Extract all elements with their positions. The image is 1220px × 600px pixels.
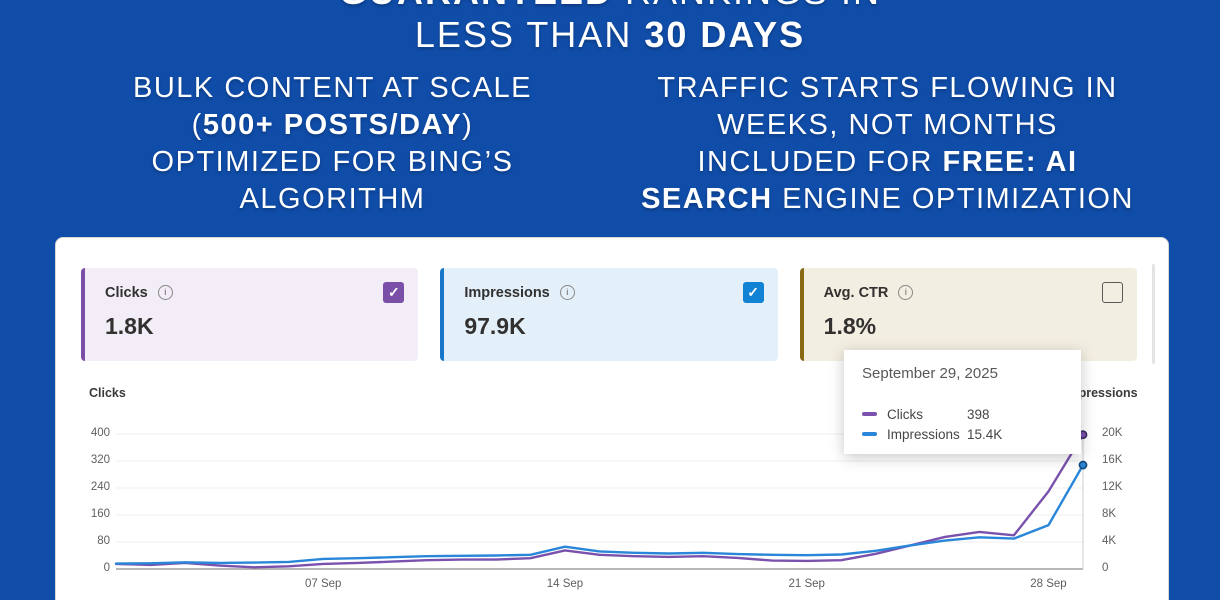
axis-tick-label: 14 Sep [546, 578, 584, 590]
metric-value: 1.8% [823, 313, 877, 339]
axis-tick-label: 16K [1102, 454, 1123, 466]
avg-ctr-checkbox[interactable] [1101, 282, 1123, 303]
scrollbar[interactable] [1152, 264, 1155, 364]
feature-line: WEEKS, NOT MONTHS [717, 109, 1058, 141]
hero-line-1: GUARANTEED RANKINGS IN [0, 0, 1220, 13]
tooltip-series-label: Impressions [887, 426, 960, 442]
metric-card-row: Clicks i ✓ 1.8K Impressions i ✓ 97.9K Avg.… [81, 268, 1137, 361]
metric-card-clicks[interactable]: Clicks i ✓ 1.8K [81, 268, 419, 361]
axis-tick-label: 8K [1102, 508, 1117, 520]
feature-line: SEARCH ENGINE OPTIMIZATION [641, 183, 1134, 215]
right-axis-title: Impressions [1064, 386, 1138, 400]
axis-tick-label: 160 [90, 508, 110, 520]
metric-label: Clicks [105, 284, 148, 301]
axis-tick-label: 0 [1102, 562, 1109, 574]
chart-plot[interactable]: 0 0 80 4K 160 8K 240 12K 320 16K 400 20K 07 Sep 14 Se… [56, 238, 1168, 600]
tooltip-date: September 29, 2025 [862, 365, 998, 382]
metric-label: Impressions [464, 284, 550, 301]
axis-tick-label: 12K [1102, 481, 1123, 493]
analytics-dashboard: Clicks i ✓ 1.8K Impressions i ✓ 97.9K Avg.… [55, 237, 1169, 600]
feature-line: TRAFFIC STARTS FLOWING IN [657, 72, 1118, 104]
feature-line: (500+ POSTS/DAY) [191, 109, 474, 141]
feature-line: INCLUDED FOR FREE: AI [697, 146, 1078, 178]
series-dash-icon [862, 412, 877, 416]
hero-line-2: LESS THAN 30 DAYS [414, 14, 806, 55]
tooltip-series-value: 398 [967, 406, 990, 422]
hero-heading: GUARANTEED RANKINGS IN LESS THAN 30 DAYS [0, 0, 1220, 56]
axis-tick-label: 20K [1102, 427, 1123, 439]
metric-label: Avg. CTR [823, 284, 889, 301]
series-dash-icon [862, 432, 877, 436]
axis-tick-label: 07 Sep [304, 578, 342, 590]
axis-tick-label: 21 Sep [788, 578, 825, 590]
clicks-checkbox[interactable]: ✓ [383, 282, 405, 303]
metric-card-impressions[interactable]: Impressions i ✓ 97.9K [440, 268, 778, 361]
feature-right: TRAFFIC STARTS FLOWING IN WEEKS, NOT MONT… [610, 70, 1165, 218]
chart-tooltip: September 29, 2025 Clicks 398 Impressions 1… [844, 350, 1081, 454]
axis-tick-label: 0 [103, 562, 110, 574]
tooltip-row: Clicks 398 [862, 404, 1063, 424]
axis-tick-label: 320 [90, 454, 110, 466]
metric-value: 1.8K [105, 313, 154, 339]
feature-line: OPTIMIZED FOR BING’S [151, 146, 514, 178]
info-icon[interactable]: i [157, 285, 173, 300]
feature-line: BULK CONTENT AT SCALE [133, 72, 532, 104]
info-icon[interactable]: i [559, 285, 575, 300]
metric-value: 97.9K [464, 313, 526, 339]
axis-tick-label: 28 Sep [1030, 578, 1067, 590]
info-icon[interactable]: i [898, 285, 914, 300]
tooltip-series-value: 15.4K [967, 426, 1003, 442]
axis-tick-label: 240 [90, 481, 110, 493]
tooltip-row: Impressions 15.4K [862, 424, 1063, 444]
metric-card-avg-ctr[interactable]: Avg. CTR i 1.8% [799, 268, 1137, 361]
axis-tick-label: 4K [1102, 535, 1117, 547]
axis-tick-label: 80 [97, 535, 110, 547]
impressions-checkbox[interactable]: ✓ [742, 282, 764, 303]
tooltip-legend: Clicks 398 Impressions 15.4K [862, 404, 1063, 444]
feature-columns: BULK CONTENT AT SCALE (500+ POSTS/DAY) OPT… [55, 70, 1165, 218]
tooltip-series-label: Clicks [887, 406, 923, 422]
feature-left: BULK CONTENT AT SCALE (500+ POSTS/DAY) OPT… [55, 70, 610, 218]
left-axis-title: Clicks [89, 386, 126, 400]
feature-line: ALGORITHM [239, 183, 426, 215]
axis-tick-label: 400 [90, 427, 110, 439]
chart-canvas[interactable] [56, 238, 1168, 600]
